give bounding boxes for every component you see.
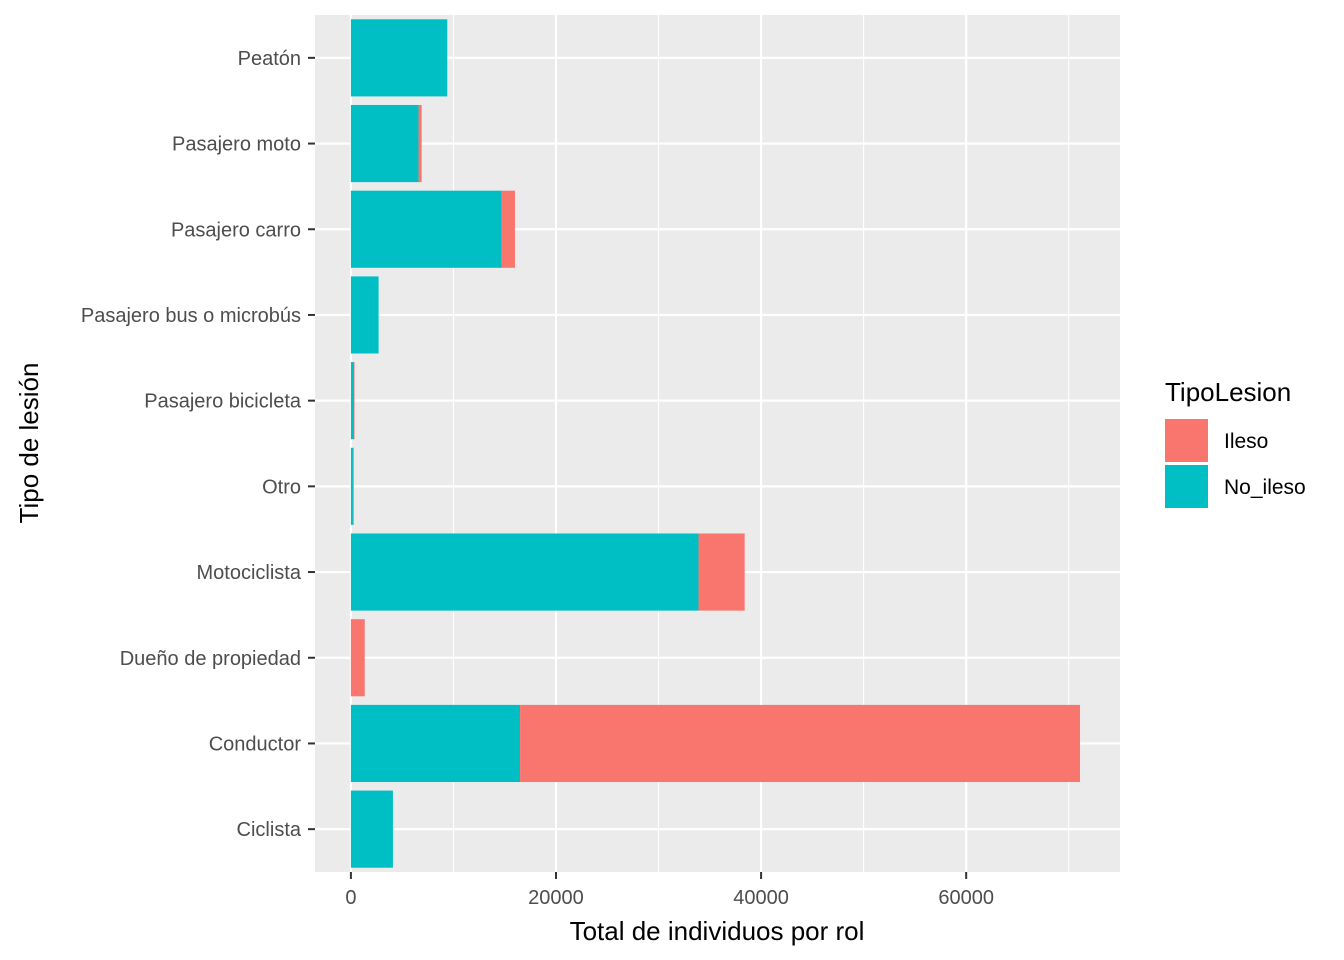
y-tick-label: Motociclista	[197, 562, 302, 584]
bar-ileso	[520, 704, 1081, 783]
y-axis-title: Tipo de lesión	[14, 363, 44, 524]
y-tick-label: Dueño de propiedad	[120, 648, 301, 670]
x-tick-label: 0	[345, 887, 356, 909]
bar-no-ileso	[350, 447, 353, 525]
bar-no-ileso	[350, 533, 699, 611]
legend-title: TipoLesion	[1165, 377, 1291, 407]
legend-swatch-ileso	[1165, 419, 1208, 462]
bar-no-ileso	[350, 790, 393, 868]
bar-ileso	[501, 190, 515, 268]
bar-ileso	[352, 447, 354, 525]
x-axis-title: Total de individuos por rol	[570, 916, 865, 946]
y-axis: Ciclista Conductor Dueño de propiedad Motoc…	[81, 48, 315, 841]
x-tick-label: 40000	[733, 887, 789, 909]
legend-swatch-no-ileso	[1165, 465, 1208, 508]
x-axis: 0 20000 40000 60000	[345, 872, 994, 909]
y-tick-label: Conductor	[209, 733, 302, 755]
bar-ileso	[418, 104, 422, 183]
legend: TipoLesion Ileso No_ileso	[1165, 377, 1306, 508]
x-tick-label: 60000	[938, 887, 994, 909]
legend-label: No_ileso	[1224, 476, 1306, 499]
y-tick-label: Otro	[262, 476, 301, 498]
y-tick-label: Pasajero carro	[171, 219, 301, 241]
bar-no-ileso	[350, 704, 521, 783]
bar-no-ileso	[350, 362, 354, 440]
x-tick-label: 20000	[528, 887, 584, 909]
y-tick-label: Peatón	[238, 48, 301, 70]
y-tick-label: Pasajero bus o microbús	[81, 305, 301, 327]
bar-no-ileso	[350, 19, 448, 97]
legend-label: Ileso	[1224, 430, 1268, 453]
y-tick-label: Ciclista	[237, 819, 302, 841]
bar-no-ileso	[350, 276, 379, 354]
bar-no-ileso	[350, 190, 502, 268]
bar-ileso	[353, 362, 355, 440]
bar-ileso	[698, 533, 745, 611]
y-tick-label: Pasajero moto	[172, 134, 301, 156]
bar-no-ileso	[350, 104, 419, 183]
bars	[350, 19, 1081, 868]
bar-ileso	[350, 619, 365, 697]
y-tick-label: Pasajero bicicleta	[144, 391, 302, 413]
